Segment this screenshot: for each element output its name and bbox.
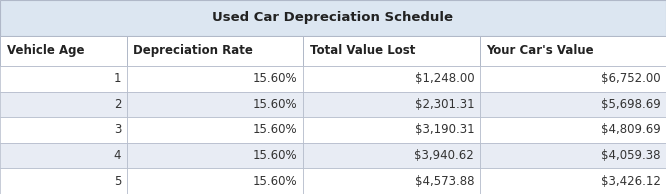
Text: 5: 5 (114, 175, 121, 188)
Text: $4,059.38: $4,059.38 (601, 149, 661, 162)
Text: $5,698.69: $5,698.69 (601, 98, 661, 111)
Text: $4,809.69: $4,809.69 (601, 123, 661, 137)
Bar (303, 143, 480, 168)
Bar (303, 92, 480, 117)
Bar (127, 66, 303, 92)
Bar (0, 168, 127, 194)
Bar (480, 143, 666, 168)
Text: 2: 2 (114, 98, 121, 111)
Text: 15.60%: 15.60% (253, 123, 298, 137)
Text: 15.60%: 15.60% (253, 175, 298, 188)
Text: $1,248.00: $1,248.00 (414, 72, 474, 85)
Bar (480, 117, 666, 143)
Bar (303, 36, 480, 66)
Bar (0, 36, 127, 66)
Text: $6,752.00: $6,752.00 (601, 72, 661, 85)
Text: 15.60%: 15.60% (253, 72, 298, 85)
Bar (127, 117, 303, 143)
Text: 15.60%: 15.60% (253, 98, 298, 111)
Text: Depreciation Rate: Depreciation Rate (133, 44, 253, 57)
Bar (480, 168, 666, 194)
Bar (303, 66, 480, 92)
Bar (0, 92, 127, 117)
Bar (0, 0, 666, 36)
Text: Your Car's Value: Your Car's Value (486, 44, 594, 57)
Text: Total Value Lost: Total Value Lost (310, 44, 415, 57)
Bar (0, 66, 127, 92)
Bar (303, 117, 480, 143)
Bar (480, 92, 666, 117)
Bar (127, 36, 303, 66)
Text: Used Car Depreciation Schedule: Used Car Depreciation Schedule (212, 11, 454, 24)
Text: $3,190.31: $3,190.31 (414, 123, 474, 137)
Text: Vehicle Age: Vehicle Age (7, 44, 84, 57)
Text: 1: 1 (114, 72, 121, 85)
Bar (127, 143, 303, 168)
Text: $2,301.31: $2,301.31 (414, 98, 474, 111)
Text: 4: 4 (114, 149, 121, 162)
Text: 3: 3 (114, 123, 121, 137)
Bar (0, 117, 127, 143)
Text: $3,940.62: $3,940.62 (414, 149, 474, 162)
Text: $4,573.88: $4,573.88 (415, 175, 474, 188)
Bar (480, 66, 666, 92)
Bar (0, 143, 127, 168)
Bar (303, 168, 480, 194)
Bar (127, 92, 303, 117)
Bar (480, 36, 666, 66)
Text: 15.60%: 15.60% (253, 149, 298, 162)
Text: $3,426.12: $3,426.12 (601, 175, 661, 188)
Bar (127, 168, 303, 194)
